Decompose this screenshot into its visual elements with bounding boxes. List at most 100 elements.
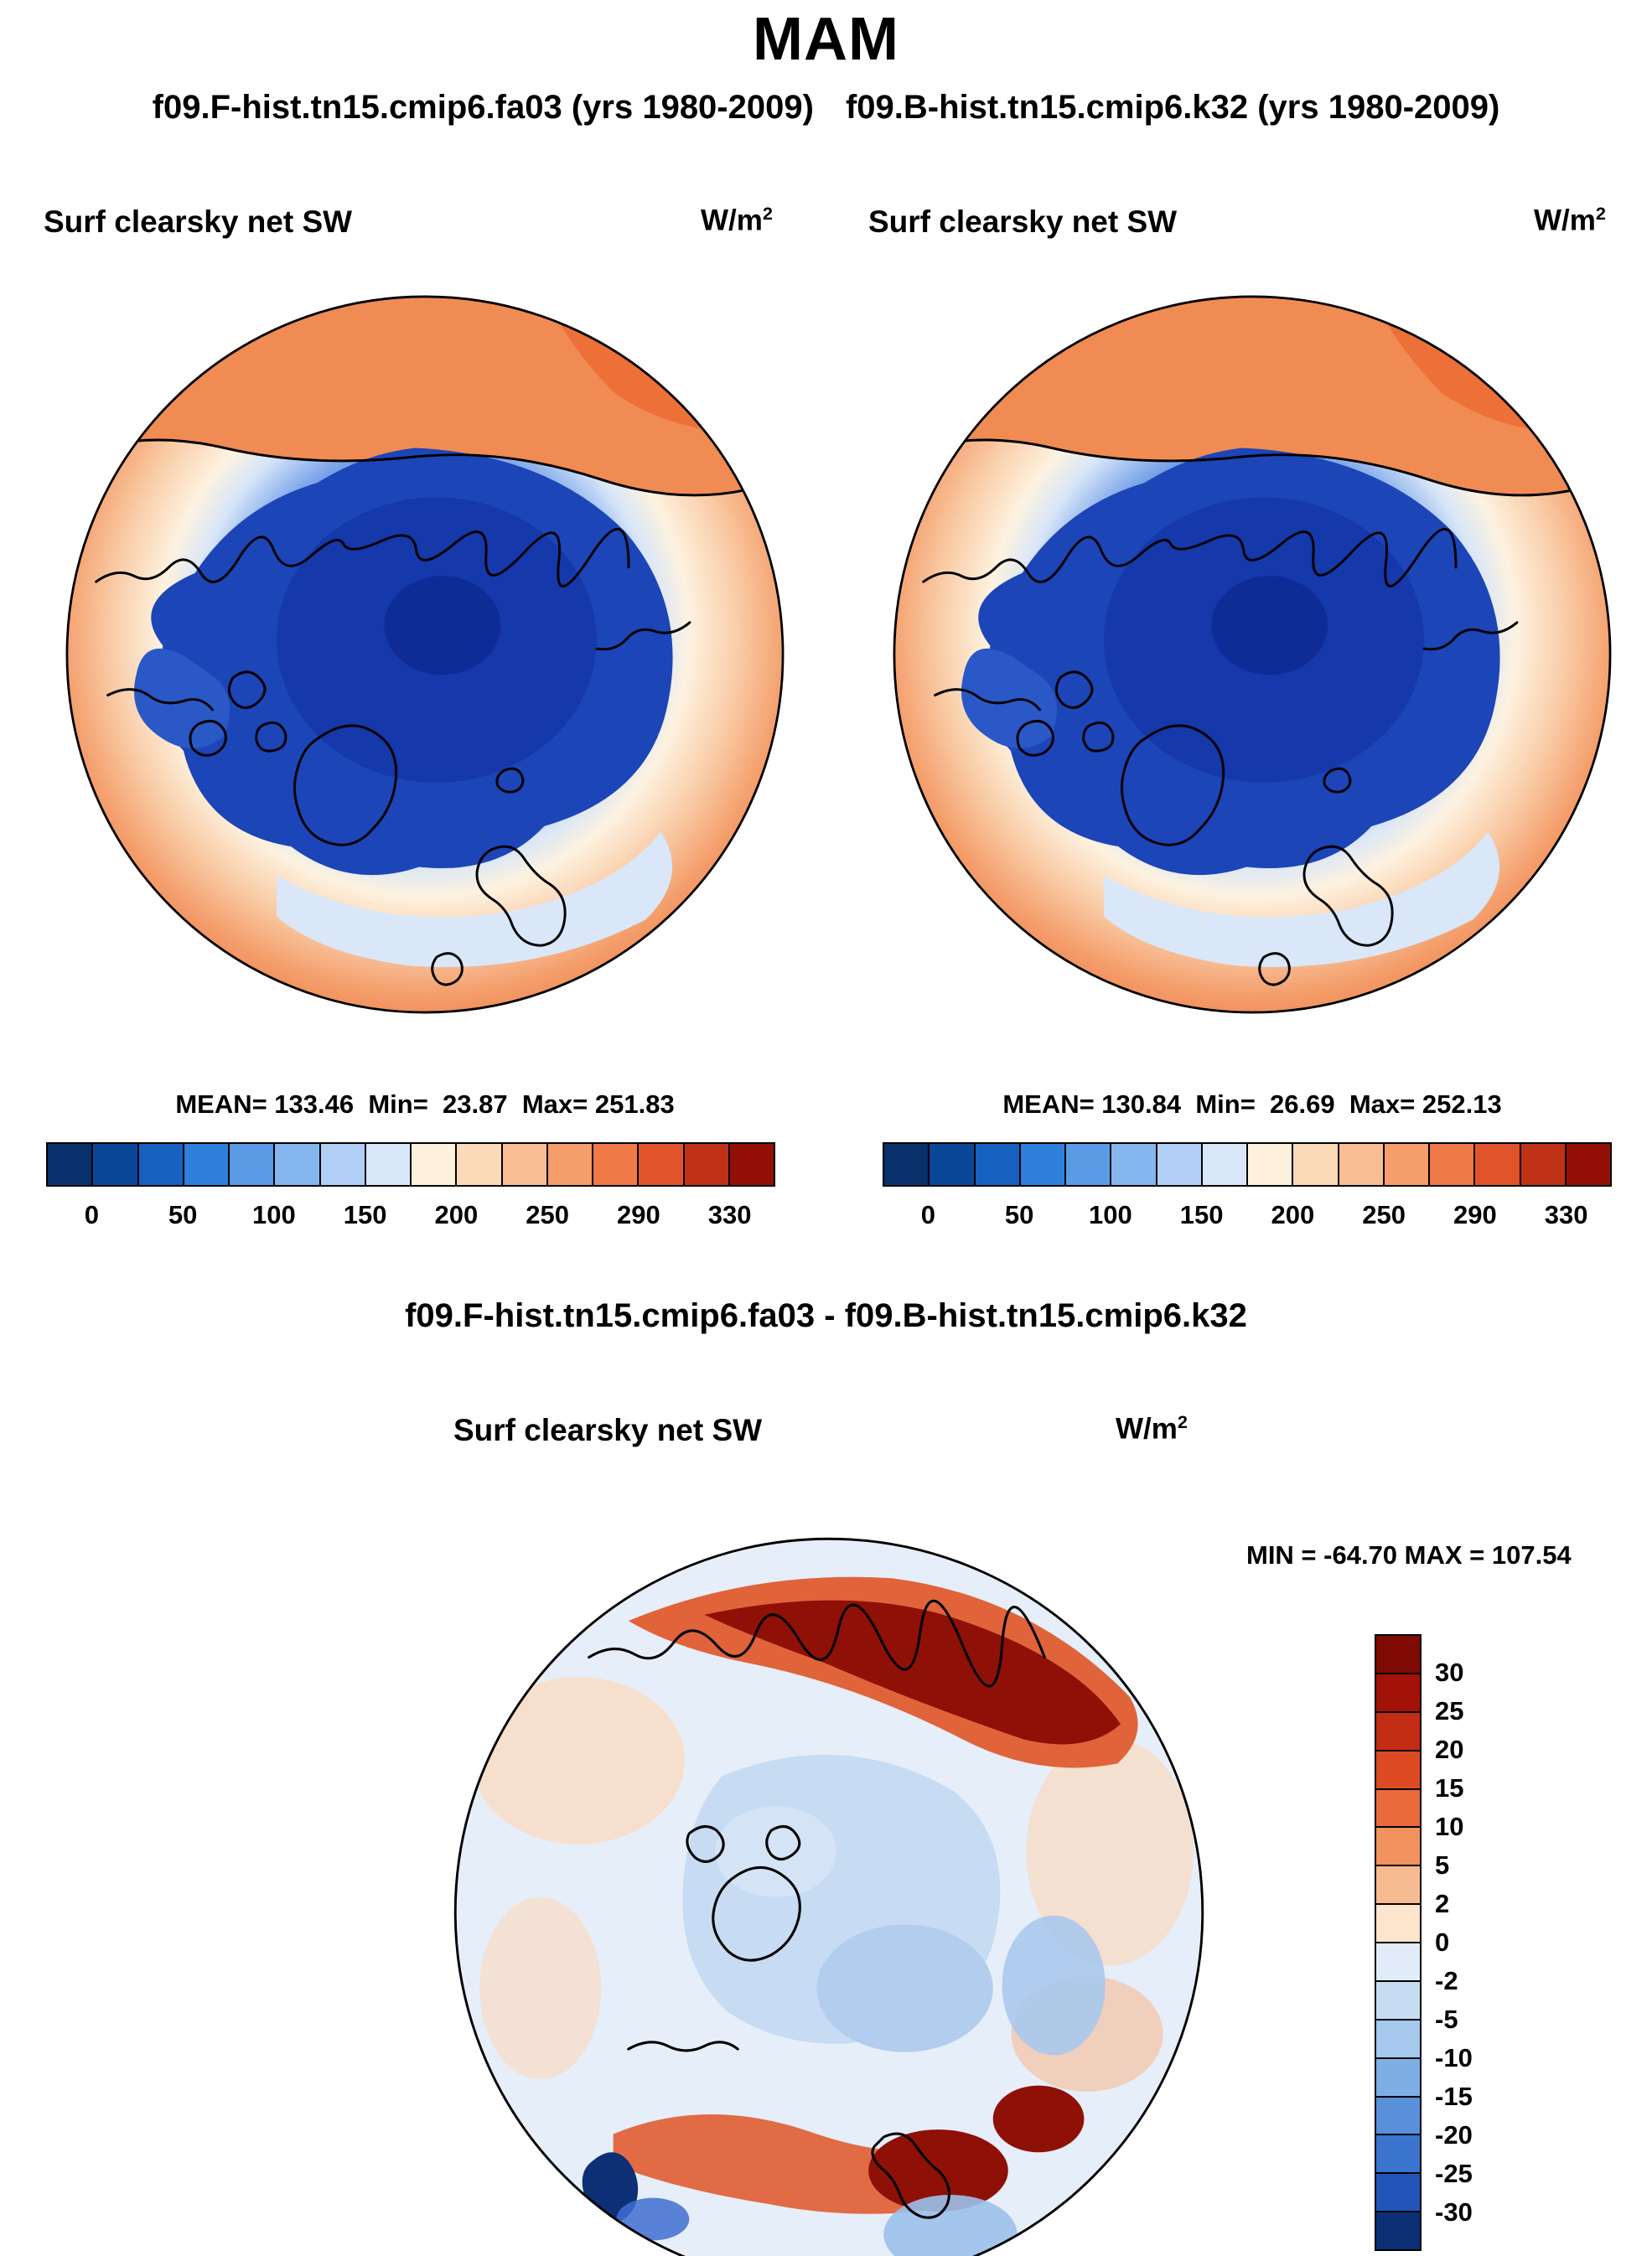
colorbar-tick-label: 0 [84,1200,99,1229]
colorbar-segment [1376,2058,1420,2098]
colorbar-tick-label: 150 [1179,1200,1224,1229]
colorbar-segment [1376,1905,1420,1943]
colorbar-tick-label: -15 [1435,2082,1473,2111]
colorbar-segment [457,1144,503,1185]
stats-right: MEAN= 130.84 Min= 26.69 Max= 252.13 [1002,1089,1502,1119]
colorbar-tick-label: -5 [1435,2005,1458,2034]
colorbar-segment [1376,1712,1420,1752]
colorbar-segment [1376,1636,1420,1674]
colorbar-diff-ticks: 30 25 20 15 10 5 2 0 -2 -5 -10 -15 -20 -25 -30 [1435,1634,1510,2251]
colorbar-segment [884,1144,930,1185]
units-diff: W/m2 [1116,1411,1188,1446]
colorbar-tick-label: 290 [1453,1200,1497,1229]
units-left: W/m2 [701,203,773,238]
polar-map-diff [449,1533,1209,2256]
colorbar-segment [1376,1828,1420,1867]
units-right-exp: 2 [1595,203,1606,224]
map-left-art [66,296,784,1013]
colorbar-right [883,1142,1612,1187]
colorbar-diff [1375,1634,1422,2251]
colorbar-segment [1066,1144,1112,1185]
colorbar-segment [320,1144,366,1185]
colorbar-segment [275,1144,321,1185]
colorbar-tick-label: 50 [1004,1200,1034,1229]
colorbar-tick-label: 200 [1271,1200,1315,1229]
colorbar-segment [1157,1144,1203,1185]
colorbar-segment [1248,1144,1294,1185]
colorbar-tick-label: 0 [1435,1927,1450,1957]
colorbar-segment [1020,1144,1066,1185]
colorbar-tick-label: 250 [1362,1200,1406,1229]
colorbar-segment [547,1144,593,1185]
colorbar-segment [1376,2135,1420,2175]
colorbar-segment [1376,2174,1420,2213]
colorbar-segment [1376,1674,1420,1713]
units-right: W/m2 [1534,203,1606,238]
var-label-right: Surf clearsky net SW [868,204,1178,239]
colorbar-segment [1520,1144,1567,1185]
polar-map-right-svg [893,295,1612,1014]
colorbar-tick-label: 250 [526,1200,569,1229]
colorbar-tick-label: 10 [1435,1812,1464,1841]
colorbar-segment [502,1144,548,1185]
colorbar-segment [1566,1144,1610,1185]
colorbar-tick-label: 5 [1435,1850,1450,1880]
colorbar-tick-label: -25 [1435,2159,1473,2188]
colorbar-tick-label: -20 [1435,2120,1473,2150]
minmax-label: MIN = -64.70 MAX = 107.54 [1246,1540,1572,1570]
colorbar-segment [1111,1144,1157,1185]
colorbar-left [46,1142,775,1187]
polar-map-left-svg [65,295,785,1014]
stats-left: MEAN= 133.46 Min= 23.87 Max= 251.83 [175,1089,675,1119]
units-left-exp: 2 [762,203,773,224]
colorbar-tick-label: 100 [1089,1200,1132,1229]
colorbar-tick-label: 50 [168,1200,198,1229]
colorbar-segment [93,1144,139,1185]
colorbar-segment [930,1144,976,1185]
run-label-right: f09.B-hist.tn15.cmip6.k32 (yrs 1980-2009… [845,89,1500,126]
var-label-left: Surf clearsky net SW [44,204,353,239]
colorbar-tick-label: 100 [252,1200,296,1229]
colorbar-segment [1475,1144,1521,1185]
colorbar-segment [1376,1981,1420,2021]
polar-map-left [61,291,789,1018]
map-diff-outline [453,1537,1204,2256]
units-diff-exp: 2 [1177,1411,1188,1432]
colorbar-segment [138,1144,184,1185]
colorbar-segment [1376,2212,1420,2249]
colorbar-segment [230,1144,276,1185]
colorbar-segment [365,1144,412,1185]
colorbar-tick-label: 330 [707,1200,752,1229]
colorbar-tick-label: -10 [1435,2043,1473,2072]
colorbar-tick-label: 330 [1544,1200,1588,1229]
colorbar-tick-label: 0 [920,1200,935,1229]
colorbar-segment [975,1144,1021,1185]
colorbar-segment [1376,2097,1420,2136]
colorbar-segment [1293,1144,1339,1185]
colorbar-tick-label: 25 [1435,1696,1464,1726]
diff-title: f09.F-hist.tn15.cmip6.fa03 - f09.B-hist.… [405,1297,1247,1334]
colorbar-left-ticks: 0 50 100 150 200 250 290 330 [46,1200,775,1235]
colorbar-segment [184,1144,230,1185]
colorbar-tick-label: -2 [1435,1966,1458,1995]
colorbar-tick-label: 2 [1435,1889,1450,1918]
colorbar-tick-label: 200 [434,1200,479,1229]
map-left-outline [65,295,785,1014]
colorbar-segment [1430,1144,1476,1185]
colorbar-tick-label: 150 [343,1200,387,1229]
polar-map-right [888,291,1616,1018]
run-labels-row: f09.F-hist.tn15.cmip6.fa03 (yrs 1980-200… [0,89,1652,127]
colorbar-segment [1376,1866,1420,1906]
colorbar-segment [412,1144,458,1185]
units-diff-base: W/m [1116,1412,1178,1446]
colorbar-segment [1376,1751,1420,1790]
colorbar-segment [1376,1789,1420,1829]
units-left-base: W/m [701,204,763,237]
colorbar-segment [1376,2020,1420,2059]
colorbar-segment [729,1144,774,1185]
colorbar-segment [1202,1144,1248,1185]
colorbar-segment [48,1144,94,1185]
colorbar-tick-label: -30 [1435,2197,1473,2227]
colorbar-segment [1384,1144,1430,1185]
colorbar-tick-label: 30 [1435,1658,1464,1687]
